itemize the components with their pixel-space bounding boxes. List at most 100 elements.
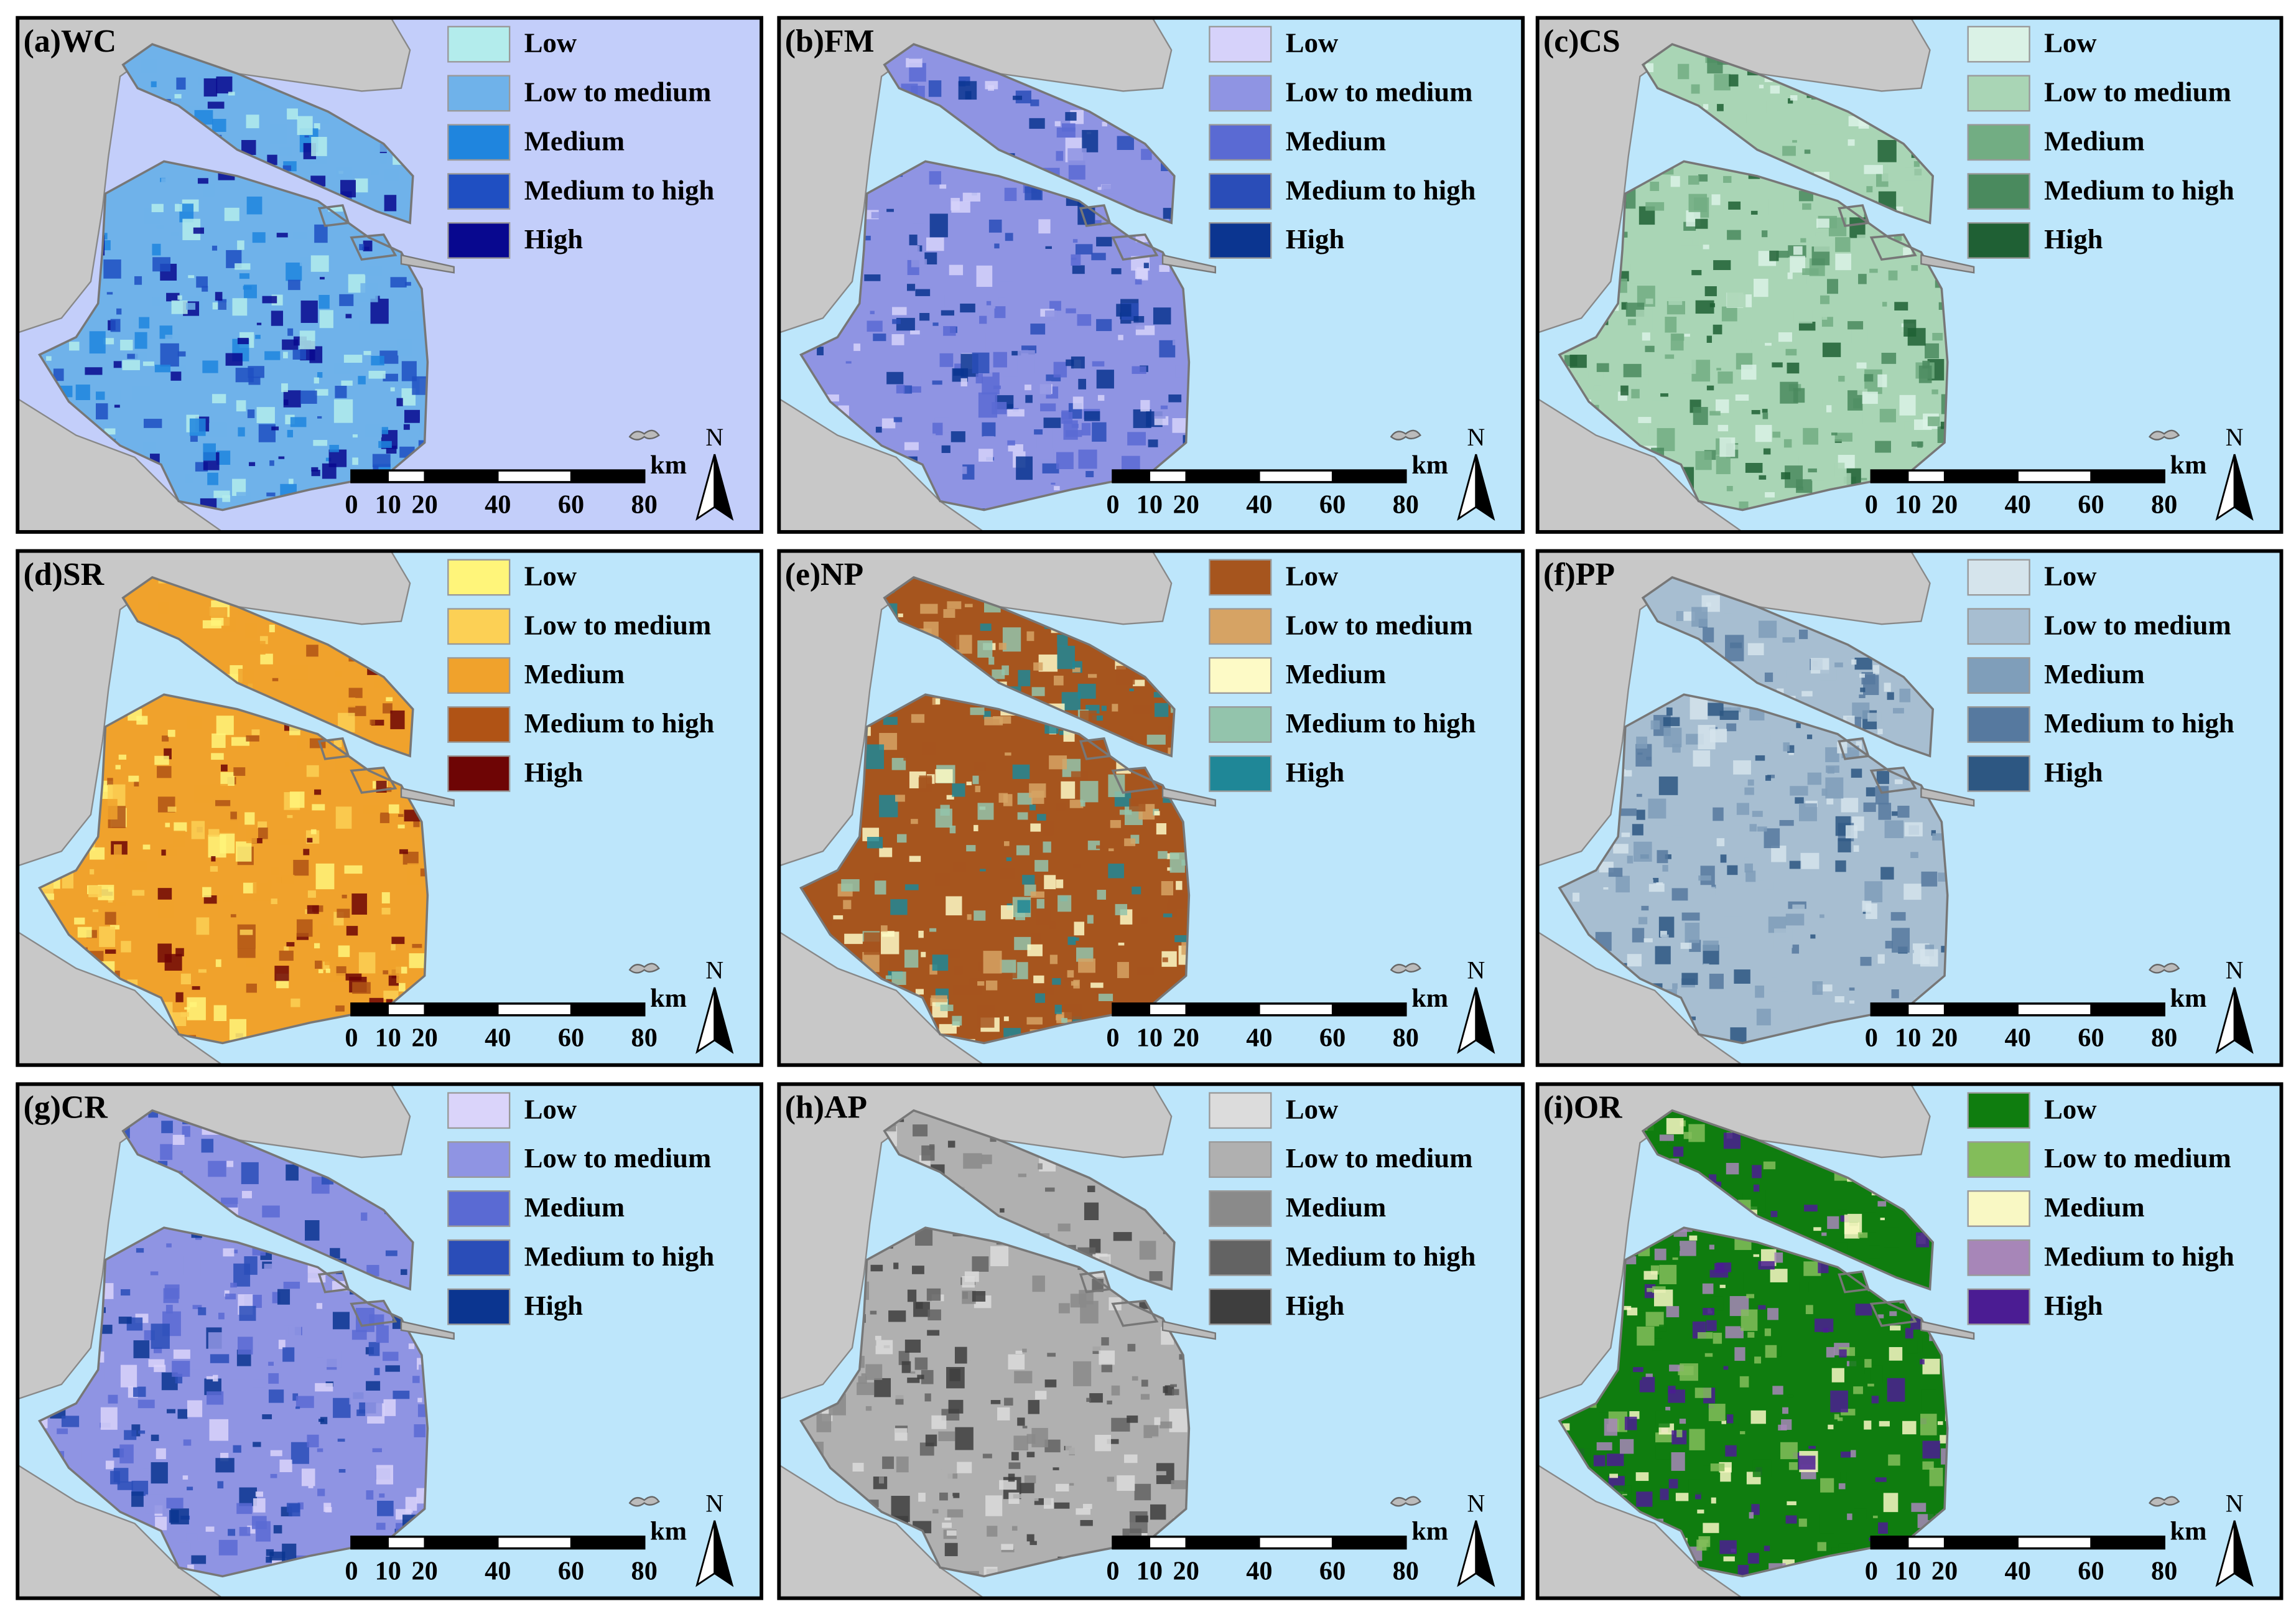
texture: [1849, 987, 1855, 991]
texture: [1793, 309, 1813, 324]
texture: [157, 602, 169, 615]
texture: [1804, 1205, 1818, 1212]
texture: [320, 277, 325, 280]
texture: [1852, 702, 1870, 719]
scale-label: 20: [1173, 1023, 1199, 1052]
texture: [213, 490, 230, 498]
legend-label: High: [524, 757, 583, 788]
texture: [210, 783, 228, 798]
texture: [1075, 244, 1093, 254]
texture: [1787, 362, 1800, 374]
texture: [213, 1005, 227, 1021]
texture: [402, 851, 419, 865]
texture: [1820, 1514, 1834, 1534]
texture: [1691, 269, 1702, 276]
texture: [1826, 405, 1832, 413]
texture: [1063, 420, 1078, 440]
texture: [1761, 230, 1768, 238]
texture: [999, 1480, 1017, 1490]
texture: [1020, 1483, 1034, 1493]
texture: [1653, 877, 1659, 883]
texture: [952, 1015, 962, 1026]
texture: [255, 1491, 264, 1497]
texture: [1750, 210, 1758, 215]
texture: [75, 385, 90, 401]
texture: [1746, 1294, 1755, 1299]
texture: [319, 310, 333, 329]
texture: [282, 165, 292, 171]
texture: [1659, 1324, 1667, 1332]
texture: [134, 276, 142, 285]
texture: [1619, 808, 1637, 816]
texture: [1624, 1416, 1637, 1430]
texture: [880, 931, 899, 954]
legend-swatch: [1967, 26, 2030, 63]
scale-label: 10: [1895, 1023, 1921, 1052]
scale-bar-segment: [571, 470, 644, 482]
texture: [280, 1327, 289, 1337]
texture: [1769, 250, 1779, 261]
texture: [1771, 977, 1777, 984]
texture: [122, 360, 141, 370]
panel-frame: [777, 549, 1525, 1067]
texture: [345, 314, 352, 319]
texture: [941, 445, 950, 454]
texture: [1627, 856, 1634, 864]
texture: [875, 1340, 893, 1355]
texture: [1678, 63, 1689, 80]
texture: [1737, 882, 1744, 885]
texture: [1739, 501, 1749, 510]
texture: [1803, 1261, 1821, 1276]
north-label: N: [1467, 423, 1485, 451]
texture: [915, 1302, 923, 1309]
texture: [1061, 412, 1073, 424]
texture: [1140, 399, 1150, 412]
texture: [1003, 1016, 1009, 1022]
texture: [1181, 1392, 1188, 1400]
texture: [1620, 770, 1632, 777]
texture: [1036, 209, 1042, 214]
texture: [1136, 967, 1154, 975]
texture: [939, 1024, 957, 1034]
texture: [929, 1144, 935, 1150]
scale-label: 40: [485, 1556, 511, 1585]
texture: [106, 292, 113, 295]
texture: [1887, 1378, 1905, 1402]
texture: [1802, 203, 1811, 210]
texture: [1790, 786, 1808, 796]
texture: [238, 427, 245, 437]
texture: [1932, 833, 1945, 841]
texture: [256, 322, 262, 325]
texture: [1069, 800, 1084, 808]
texture: [1715, 399, 1729, 413]
texture: [1798, 322, 1816, 331]
texture: [841, 879, 860, 892]
texture: [947, 1141, 955, 1148]
texture: [215, 800, 231, 806]
texture: [1072, 239, 1078, 243]
texture: [858, 1376, 867, 1384]
texture: [311, 470, 320, 477]
texture: [1057, 645, 1075, 670]
texture: [1788, 98, 1793, 104]
texture: [932, 380, 942, 385]
texture: [1861, 478, 1867, 480]
texture: [107, 778, 113, 785]
texture: [61, 1416, 80, 1427]
texture: [1159, 340, 1176, 358]
texture: [1011, 351, 1021, 356]
texture: [1723, 1556, 1735, 1562]
legend-label: Medium: [1286, 1192, 1386, 1223]
texture: [217, 1481, 224, 1489]
texture: [1017, 350, 1035, 373]
panel-frame: [777, 16, 1525, 534]
texture: [1631, 389, 1640, 399]
texture: [1154, 1417, 1161, 1425]
texture: [253, 1379, 267, 1388]
texture: [1000, 905, 1014, 920]
scale-unit: km: [650, 450, 687, 480]
texture: [1002, 665, 1009, 676]
texture: [946, 1366, 965, 1389]
texture: [223, 1248, 235, 1257]
coastline: [38, 693, 429, 1045]
